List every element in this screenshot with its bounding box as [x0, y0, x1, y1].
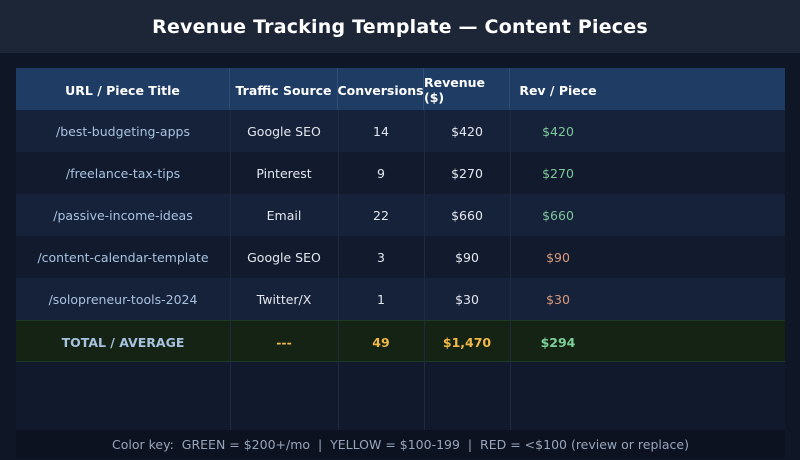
cell-rev-per-piece[interactable]: $660: [542, 207, 574, 223]
cell-url[interactable]: /content-calendar-template: [16, 236, 231, 278]
cell-revenue[interactable]: $90: [424, 236, 511, 278]
cell-url[interactable]: /best-budgeting-apps: [16, 110, 231, 152]
cell-revenue[interactable]: $30: [424, 278, 511, 320]
cell-conversions[interactable]: 3: [338, 236, 425, 278]
cell-url[interactable]: /solopreneur-tools-2024: [16, 278, 231, 320]
cell-traffic-source[interactable]: Google SEO: [230, 110, 339, 152]
cell-traffic-source[interactable]: Google SEO: [230, 236, 339, 278]
table-row[interactable]: /content-calendar-template Google SEO 3 …: [16, 236, 785, 278]
color-key-text: Color key: GREEN = $200+/mo | YELLOW = $…: [112, 436, 689, 452]
table-row[interactable]: /freelance-tax-tips Pinterest 9 $270 $27…: [16, 152, 785, 194]
total-traffic-source[interactable]: ---: [230, 321, 339, 363]
color-key-footer: Color key: GREEN = $200+/mo | YELLOW = $…: [16, 430, 785, 458]
cell-conversions[interactable]: 14: [338, 110, 425, 152]
average-rev-per-piece[interactable]: $294: [540, 334, 576, 350]
page-title: Revenue Tracking Template — Content Piec…: [152, 15, 648, 38]
cell-rev-per-piece[interactable]: $30: [546, 291, 570, 307]
total-label[interactable]: TOTAL / AVERAGE: [16, 321, 231, 363]
table-header-row: URL / Piece Title Traffic Source Convers…: [16, 68, 785, 110]
total-conversions[interactable]: 49: [338, 321, 425, 363]
header-conversions[interactable]: Conversions: [337, 68, 424, 110]
cell-revenue[interactable]: $660: [424, 194, 511, 236]
cell-url[interactable]: /freelance-tax-tips: [16, 152, 231, 194]
total-row[interactable]: TOTAL / AVERAGE --- 49 $1,470 $294: [16, 320, 785, 363]
cell-rev-per-piece[interactable]: $90: [546, 249, 570, 265]
cell-traffic-source[interactable]: Pinterest: [230, 152, 339, 194]
cell-rev-per-piece[interactable]: $420: [542, 123, 574, 139]
header-traffic-source[interactable]: Traffic Source: [230, 68, 338, 110]
cell-conversions[interactable]: 9: [338, 152, 425, 194]
cell-conversions[interactable]: 22: [338, 194, 425, 236]
cell-revenue[interactable]: $420: [424, 110, 511, 152]
cell-traffic-source[interactable]: Email: [230, 194, 339, 236]
header-revenue[interactable]: Revenue ($): [424, 68, 510, 110]
cell-rev-per-piece[interactable]: $270: [542, 165, 574, 181]
header-rev-per-piece[interactable]: Rev / Piece: [519, 82, 597, 98]
table-row[interactable]: /passive-income-ideas Email 22 $660 $660: [16, 194, 785, 236]
revenue-table: URL / Piece Title Traffic Source Convers…: [16, 68, 785, 430]
cell-conversions[interactable]: 1: [338, 278, 425, 320]
cell-url[interactable]: /passive-income-ideas: [16, 194, 231, 236]
cell-revenue[interactable]: $270: [424, 152, 511, 194]
table-row[interactable]: /best-budgeting-apps Google SEO 14 $420 …: [16, 110, 785, 152]
title-bar: Revenue Tracking Template — Content Piec…: [0, 0, 800, 53]
total-revenue[interactable]: $1,470: [424, 321, 511, 363]
header-url[interactable]: URL / Piece Title: [16, 68, 230, 110]
cell-traffic-source[interactable]: Twitter/X: [230, 278, 339, 320]
table-row[interactable]: /solopreneur-tools-2024 Twitter/X 1 $30 …: [16, 278, 785, 320]
